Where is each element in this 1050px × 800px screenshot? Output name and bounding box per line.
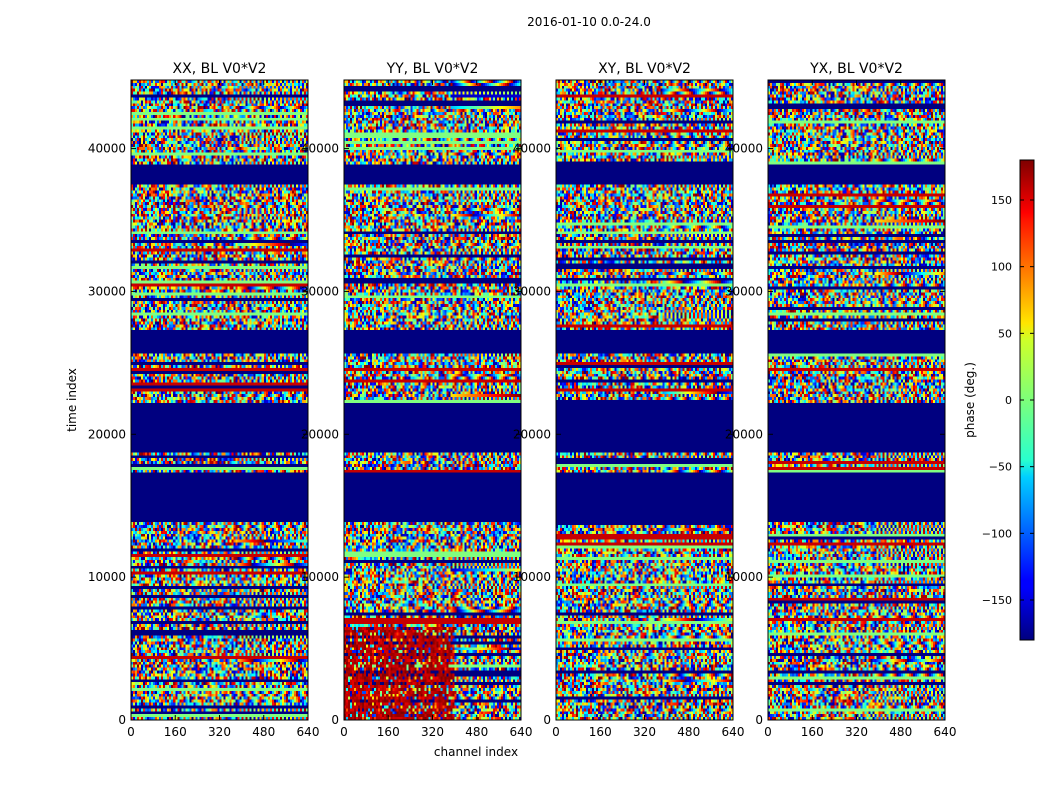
x-tick-label: 320 bbox=[421, 725, 444, 739]
figure-suptitle: 2016-01-10 0.0-24.0 bbox=[527, 15, 651, 29]
y-axis-label: time index bbox=[65, 368, 79, 432]
y-tick-label: 40000 bbox=[88, 142, 126, 156]
x-axis-label: channel index bbox=[434, 745, 518, 759]
x-tick-label: 160 bbox=[377, 725, 400, 739]
y-tick-label: 40000 bbox=[513, 142, 551, 156]
x-tick-label: 480 bbox=[465, 725, 488, 739]
x-tick-label: 320 bbox=[845, 725, 868, 739]
y-tick-label: 20000 bbox=[725, 427, 763, 441]
y-tick-label: 0 bbox=[755, 713, 763, 727]
panel-1-image bbox=[131, 80, 308, 720]
y-tick-label: 20000 bbox=[88, 427, 126, 441]
colorbar-tick-label: −150 bbox=[982, 594, 1012, 607]
panel-4-image bbox=[768, 80, 945, 720]
panel-3-title: XY, BL V0*V2 bbox=[598, 61, 691, 77]
x-tick-label: 160 bbox=[589, 725, 612, 739]
x-tick-label: 320 bbox=[208, 725, 231, 739]
colorbar-ticks: −150 −100 −50 0 50 100 150 bbox=[982, 194, 1034, 607]
panel-3: XY, BL V0*V2 0 160 320 480 640 0 10000 20000 3000… bbox=[513, 61, 745, 739]
panel-2-image bbox=[344, 80, 521, 720]
x-tick-label: 640 bbox=[297, 725, 320, 739]
y-tick-label: 0 bbox=[118, 713, 126, 727]
x-tick-label: 0 bbox=[764, 725, 772, 739]
x-tick-label: 480 bbox=[252, 725, 275, 739]
y-tick-label: 30000 bbox=[301, 284, 339, 298]
y-tick-label: 20000 bbox=[513, 427, 551, 441]
colorbar-tick-label: −100 bbox=[982, 527, 1012, 540]
colorbar-tick-label: −50 bbox=[989, 461, 1012, 474]
colorbar-tick-label: 0 bbox=[1005, 394, 1012, 407]
panel-4-title: YX, BL V0*V2 bbox=[809, 61, 903, 77]
colorbar: −150 −100 −50 0 50 100 150 phase (deg.) bbox=[963, 159, 1035, 641]
panel-2-title: YY, BL V0*V2 bbox=[386, 61, 479, 77]
y-tick-label: 10000 bbox=[513, 570, 551, 584]
panel-1-title: XX, BL V0*V2 bbox=[173, 61, 267, 77]
panel-1: XX, BL V0*V2 0 160 320 480 640 0 10000 20000 3000… bbox=[88, 61, 320, 739]
colorbar-tick-label: 50 bbox=[998, 327, 1012, 340]
y-tick-label: 30000 bbox=[513, 284, 551, 298]
panel-3-image bbox=[556, 80, 733, 720]
y-tick-label: 40000 bbox=[301, 142, 339, 156]
colorbar-tick-label: 150 bbox=[991, 194, 1012, 207]
x-tick-label: 160 bbox=[801, 725, 824, 739]
panel-2: YY, BL V0*V2 0 160 320 480 640 0 10000 20000 3000… bbox=[301, 61, 533, 739]
y-tick-label: 10000 bbox=[88, 570, 126, 584]
y-tick-label: 10000 bbox=[301, 570, 339, 584]
x-tick-label: 640 bbox=[934, 725, 957, 739]
colorbar-tick-label: 100 bbox=[991, 261, 1012, 274]
colorbar-label: phase (deg.) bbox=[963, 362, 977, 438]
x-tick-label: 640 bbox=[722, 725, 745, 739]
panels-layer: XX, BL V0*V2 0 160 320 480 640 0 10000 20000 3000… bbox=[88, 61, 957, 739]
x-tick-label: 480 bbox=[889, 725, 912, 739]
y-tick-label: 30000 bbox=[88, 284, 126, 298]
x-tick-label: 480 bbox=[677, 725, 700, 739]
x-tick-label: 0 bbox=[127, 725, 135, 739]
y-tick-label: 0 bbox=[331, 713, 339, 727]
x-tick-label: 320 bbox=[633, 725, 656, 739]
x-tick-label: 160 bbox=[164, 725, 187, 739]
x-tick-label: 0 bbox=[340, 725, 348, 739]
y-tick-label: 30000 bbox=[725, 284, 763, 298]
y-tick-label: 20000 bbox=[301, 427, 339, 441]
x-tick-label: 0 bbox=[552, 725, 560, 739]
x-tick-label: 640 bbox=[510, 725, 533, 739]
panel-4: YX, BL V0*V2 0 160 320 480 640 0 10000 20000 3000… bbox=[725, 61, 957, 739]
y-tick-label: 40000 bbox=[725, 142, 763, 156]
y-tick-label: 0 bbox=[543, 713, 551, 727]
y-tick-label: 10000 bbox=[725, 570, 763, 584]
